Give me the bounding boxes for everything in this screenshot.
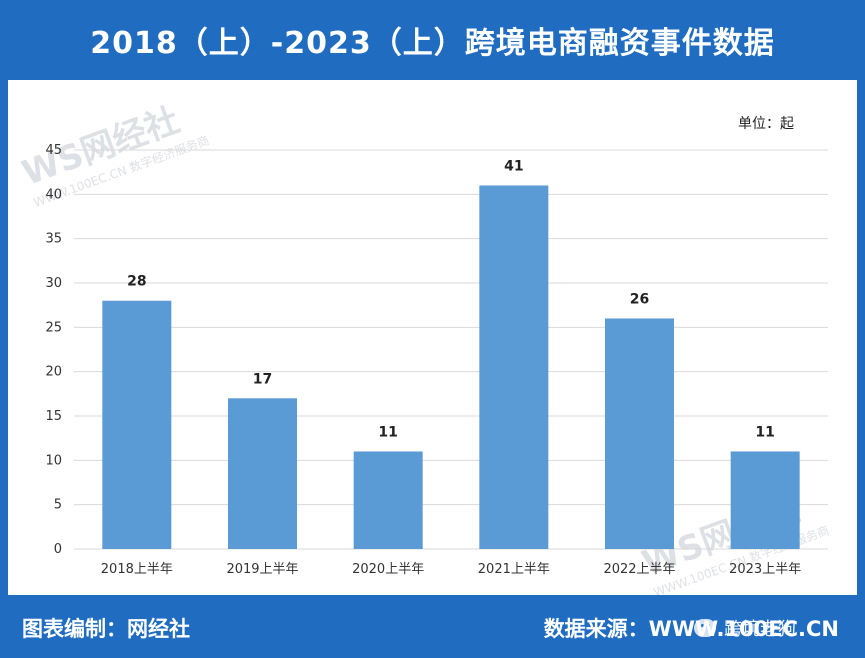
bar [479, 185, 549, 549]
y-tick-label: 0 [54, 542, 62, 557]
y-tick-label: 30 [45, 276, 62, 291]
unit-label: 单位：起 [738, 116, 794, 132]
data-label: 28 [127, 274, 146, 290]
bar [605, 318, 674, 549]
footer-source: 数据来源：WWW.100EC.CN [543, 617, 839, 641]
bar [102, 300, 172, 549]
y-tick-label: 40 [45, 187, 62, 202]
footer-compiler: 图表编制：网经社 [22, 617, 190, 641]
wechat-icon [694, 619, 716, 637]
x-tick-label: 2022上半年 [603, 562, 675, 577]
data-label: 26 [630, 291, 649, 307]
x-tick-label: 2018上半年 [101, 562, 173, 577]
footer-bar: 图表编制：网经社 跨境老狗 数据来源：WWW.100EC.CN [0, 595, 865, 658]
data-label: 11 [755, 424, 774, 440]
y-tick-label: 35 [45, 232, 62, 247]
wechat-account: 跨境老狗 [724, 619, 796, 640]
x-tick-label: 2019上半年 [226, 562, 298, 577]
y-tick-label: 25 [45, 320, 62, 335]
page-title: 2018（上）-2023（上）跨境电商融资事件数据 [0, 0, 865, 80]
y-tick-label: 20 [45, 365, 62, 380]
y-tick-label: 10 [45, 453, 62, 468]
bar [228, 398, 297, 549]
y-tick-label: 45 [45, 143, 62, 158]
data-label: 11 [378, 424, 397, 440]
y-tick-label: 15 [45, 409, 62, 424]
x-tick-label: 2023上半年 [729, 562, 801, 577]
data-label: 17 [253, 371, 272, 387]
bar [353, 451, 423, 549]
bar [730, 451, 800, 549]
x-tick-label: 2020上半年 [352, 562, 424, 577]
y-tick-label: 5 [54, 498, 62, 513]
x-tick-label: 2021上半年 [478, 562, 550, 577]
data-label: 41 [504, 158, 523, 174]
wechat-badge: 跨境老狗 [694, 615, 796, 641]
